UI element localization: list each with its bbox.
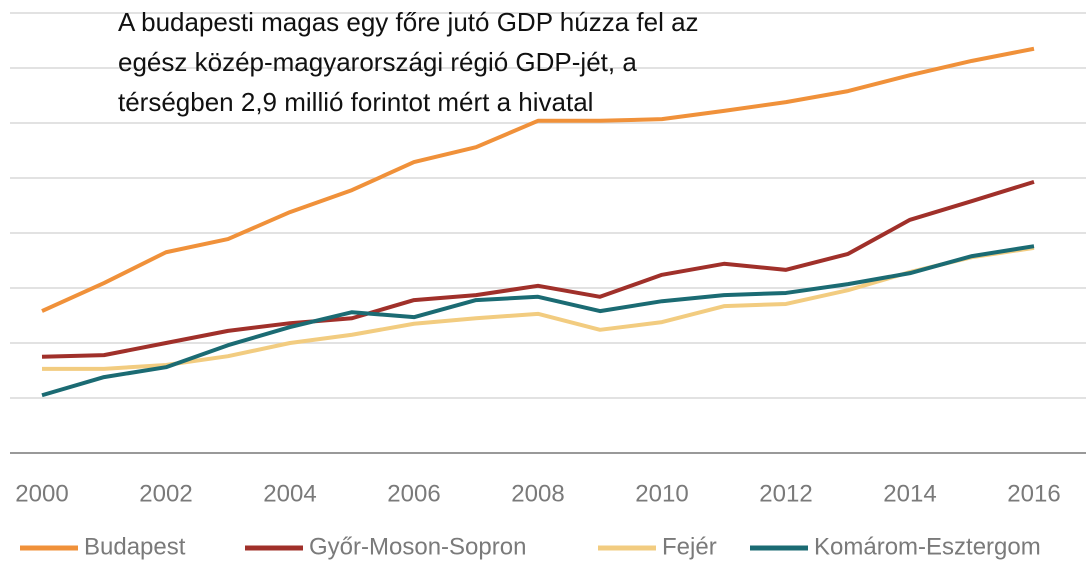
legend-label: Komárom-Esztergom (814, 533, 1041, 560)
series-line (41, 244, 1035, 398)
legend-label: Győr-Moson-Sopron (309, 533, 526, 560)
series-line (41, 179, 1035, 359)
x-tick-label: 2014 (883, 480, 936, 507)
x-tick-label: 2000 (15, 480, 68, 507)
x-tick-label: 2016 (1007, 480, 1060, 507)
chart-title: A budapesti magas egy főre jutó GDP húzz… (118, 7, 699, 117)
x-tick-label: 2006 (387, 480, 440, 507)
x-tick-label: 2002 (139, 480, 192, 507)
x-tick-label: 2010 (635, 480, 688, 507)
legend-label: Budapest (84, 533, 186, 560)
x-tick-label: 2008 (511, 480, 564, 507)
series-line (41, 46, 1035, 313)
x-tick-label: 2012 (759, 480, 812, 507)
legend-label: Fejér (662, 533, 717, 560)
series-line (42, 245, 1035, 371)
x-tick-label: 2004 (263, 480, 316, 507)
